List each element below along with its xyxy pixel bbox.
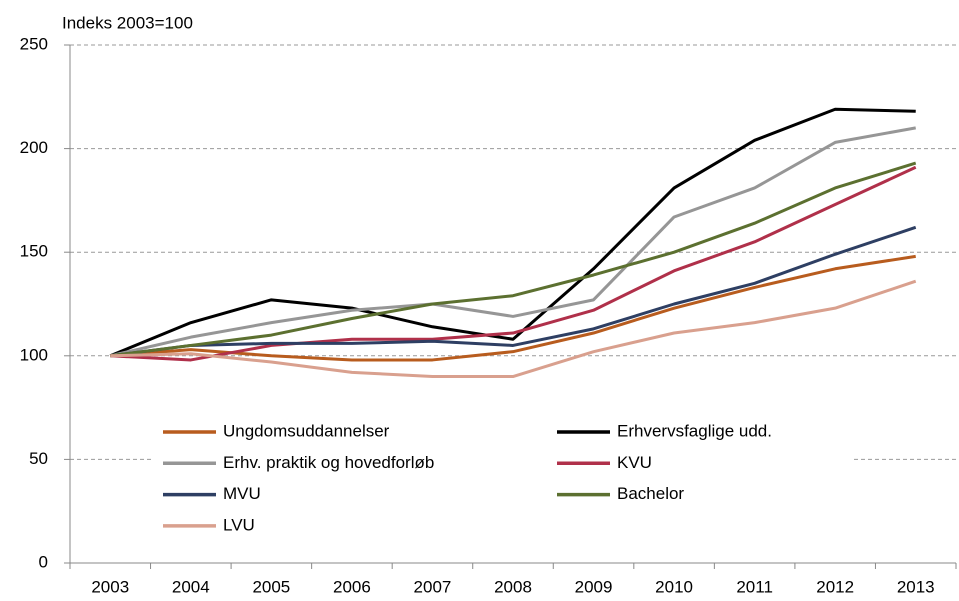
x-tick-label: 2008	[494, 577, 532, 596]
legend-label: Ungdomsuddannelser	[223, 421, 390, 440]
x-tick-label: 2004	[172, 577, 210, 596]
x-tick-label: 2006	[333, 577, 371, 596]
x-tick-label: 2007	[414, 577, 452, 596]
y-tick-label: 0	[39, 552, 48, 571]
series-line	[110, 225, 917, 358]
series-line	[110, 279, 917, 379]
x-tick-label: 2003	[91, 577, 129, 596]
legend-box	[152, 415, 852, 547]
y-tick-label: 200	[20, 138, 48, 157]
x-tick-label: 2009	[575, 577, 613, 596]
y-tick-label: 150	[20, 242, 48, 261]
x-tick-label: 2012	[816, 577, 854, 596]
legend-label: LVU	[223, 515, 255, 534]
series-line	[109, 107, 916, 358]
y-tick-label: 100	[20, 345, 48, 364]
x-tick-label: 2010	[655, 577, 693, 596]
x-tick-label: 2011	[736, 577, 773, 596]
legend-label: Erhvervsfaglige udd.	[617, 421, 772, 440]
legend-label: KVU	[617, 453, 652, 472]
series-line	[109, 126, 916, 358]
x-tick-label: 2005	[252, 577, 290, 596]
series-line	[110, 161, 917, 358]
legend-label: MVU	[223, 484, 261, 503]
y-axis-label: Indeks 2003=100	[62, 13, 193, 32]
series-line	[110, 165, 917, 362]
x-tick-label: 2013	[897, 577, 935, 596]
legend-label: Erhv. praktik og hovedforløb	[223, 453, 434, 472]
y-tick-label: 250	[20, 34, 48, 53]
legend-label: Bachelor	[617, 484, 684, 503]
y-tick-label: 50	[29, 449, 48, 468]
series-line	[110, 254, 916, 362]
